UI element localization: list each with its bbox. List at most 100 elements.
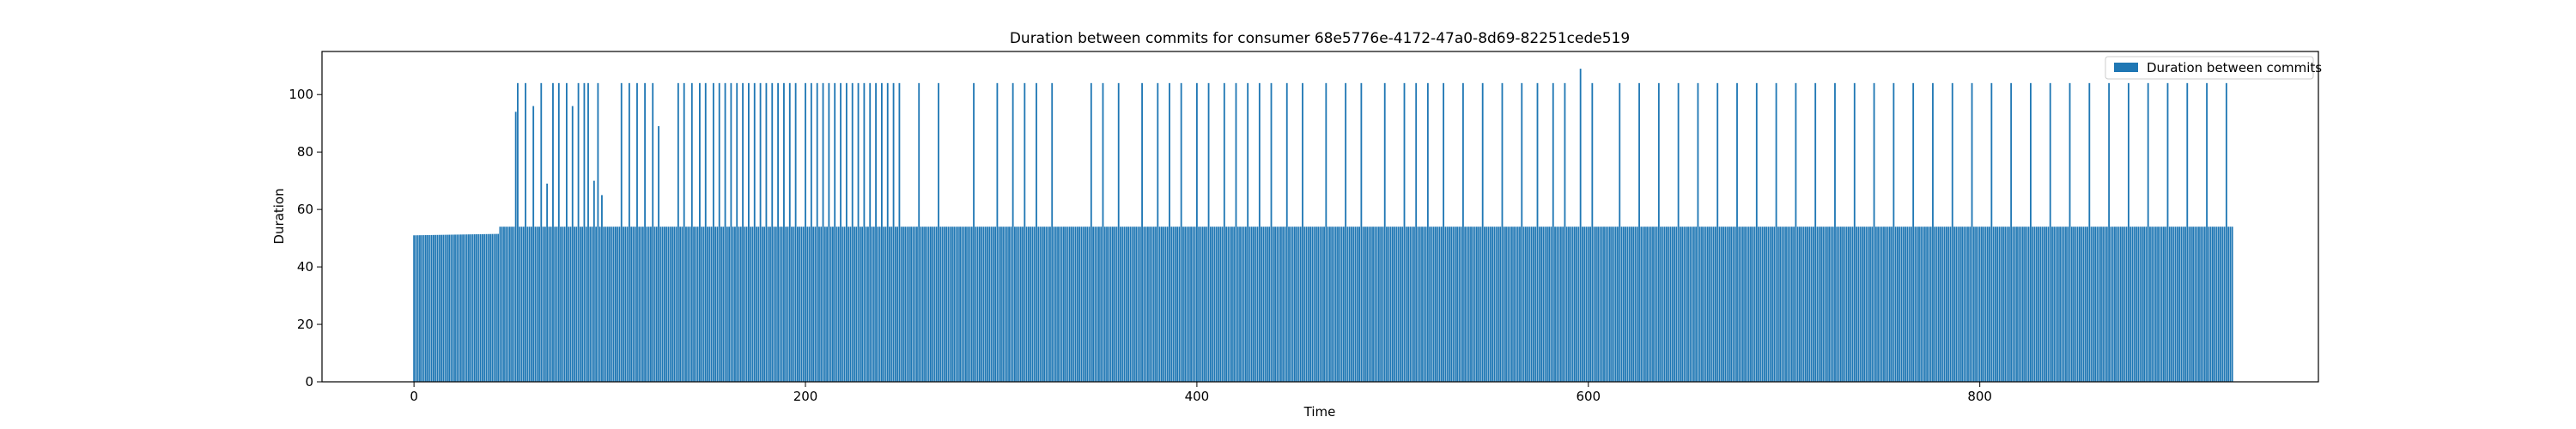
bar (1261, 227, 1263, 382)
bar (1000, 227, 1002, 382)
bar (869, 82, 872, 382)
bar (1256, 227, 1259, 382)
bar (884, 227, 887, 382)
bar (557, 82, 560, 382)
bar (1769, 227, 1771, 382)
bar (773, 227, 775, 382)
bar (511, 227, 513, 382)
bar (1135, 227, 1138, 382)
bar (883, 227, 885, 382)
bar (415, 235, 417, 382)
bar (1643, 227, 1646, 382)
bar (1204, 227, 1206, 382)
bar (1946, 227, 1947, 382)
bar (1510, 227, 1513, 382)
bar (424, 235, 427, 382)
bar (1891, 227, 1893, 382)
bar (1250, 227, 1253, 382)
bar (575, 227, 578, 382)
bar (802, 227, 805, 382)
bar (1796, 227, 1799, 382)
bar (470, 234, 472, 382)
bar (632, 227, 635, 382)
bar (699, 82, 701, 382)
bar (1411, 227, 1413, 382)
bar (1219, 227, 1222, 382)
bar (1746, 227, 1748, 382)
bar (1389, 227, 1392, 382)
bar (462, 234, 465, 382)
bar (1813, 227, 1814, 382)
bar (1111, 227, 1114, 382)
bar (1437, 227, 1439, 382)
x-tick-label: 400 (1185, 389, 1210, 404)
bar (834, 82, 836, 382)
bar (2004, 227, 2007, 382)
bar (805, 82, 806, 382)
bar (1929, 227, 1932, 382)
bar (1131, 227, 1133, 382)
bar (1897, 227, 1899, 382)
bar (1163, 227, 1165, 382)
bar (1446, 227, 1449, 382)
bar (1274, 227, 1276, 382)
bar (1620, 227, 1623, 382)
bar (1703, 227, 1705, 382)
bar (1530, 227, 1533, 382)
bar (2203, 227, 2206, 382)
bar (1589, 227, 1591, 382)
bar (448, 234, 451, 382)
bar (1088, 227, 1091, 382)
bar (1209, 227, 1212, 382)
bar (528, 227, 531, 382)
bar (2123, 227, 2126, 382)
bar (1388, 227, 1390, 382)
bar (1346, 227, 1349, 382)
bar (482, 233, 483, 382)
bar (1722, 227, 1724, 382)
bar (1978, 227, 1981, 382)
bar (1836, 227, 1838, 382)
bar (1732, 227, 1735, 382)
bar (1218, 227, 1219, 382)
bar (857, 82, 860, 382)
bar (1617, 227, 1619, 382)
bar (2194, 227, 2196, 382)
bar (1718, 227, 1721, 382)
bar (1270, 82, 1273, 382)
bar (1321, 227, 1323, 382)
bar (990, 227, 993, 382)
bar (2018, 227, 2020, 382)
bar (812, 227, 815, 382)
bar (1327, 227, 1329, 382)
bar (724, 82, 726, 382)
bar (1716, 82, 1719, 382)
bar (1975, 227, 1978, 382)
bar (514, 112, 517, 383)
bar (499, 227, 501, 382)
bar (1814, 82, 1817, 382)
bar (1290, 227, 1292, 382)
bar (1834, 82, 1836, 382)
bar (436, 234, 439, 382)
bar (1599, 227, 1601, 382)
bar (1305, 227, 1308, 382)
x-tick-label: 600 (1576, 389, 1601, 404)
bar (961, 227, 963, 382)
bar (1691, 227, 1693, 382)
bar (1409, 227, 1412, 382)
bar (1489, 227, 1492, 382)
bar (1632, 227, 1635, 382)
bar (1507, 227, 1510, 382)
legend: Duration between commits (2105, 56, 2322, 80)
bar (1597, 227, 1600, 382)
bar (1053, 227, 1055, 382)
bar (832, 227, 834, 382)
bar (1425, 227, 1427, 382)
bar (1773, 227, 1776, 382)
bar (1880, 227, 1883, 382)
bar (2057, 227, 2059, 382)
bar (1499, 227, 1502, 382)
bar (1479, 227, 1482, 382)
bar (1207, 82, 1210, 382)
